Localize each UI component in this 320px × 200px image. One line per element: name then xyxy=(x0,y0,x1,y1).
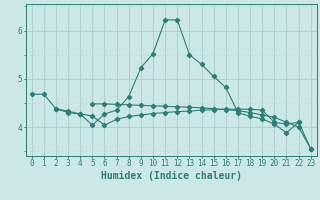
X-axis label: Humidex (Indice chaleur): Humidex (Indice chaleur) xyxy=(101,171,242,181)
